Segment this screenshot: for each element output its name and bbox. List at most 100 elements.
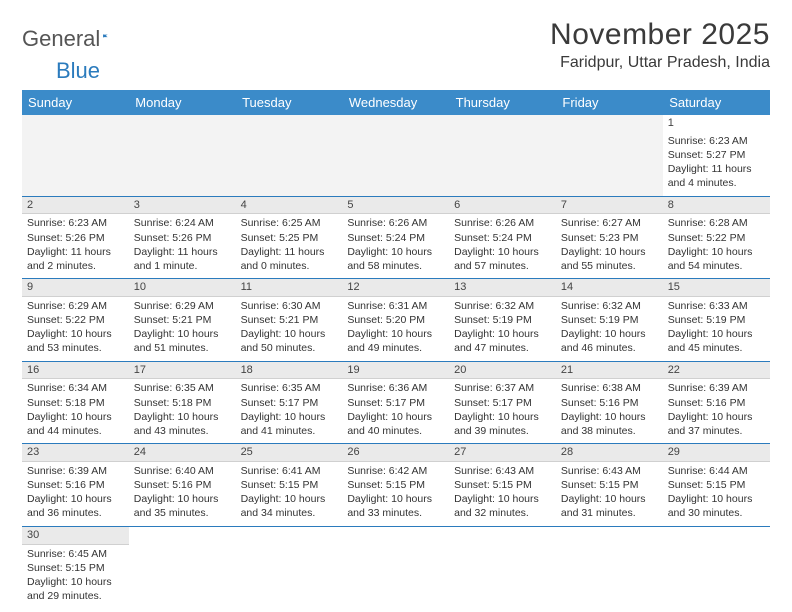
calendar-day-cell: 1Sunrise: 6:23 AMSunset: 5:27 PMDaylight… [663,115,770,196]
sunset-line: Sunset: 5:19 PM [668,313,765,327]
sunrise-line: Sunrise: 6:27 AM [561,216,658,230]
sunset-line: Sunset: 5:21 PM [134,313,231,327]
daylight-line: Daylight: 10 hours and 58 minutes. [347,245,444,273]
daylight-line: Daylight: 10 hours and 57 minutes. [454,245,551,273]
calendar-day-cell [449,526,556,608]
daylight-line: Daylight: 10 hours and 37 minutes. [668,410,765,438]
sunset-line: Sunset: 5:17 PM [347,396,444,410]
sunset-line: Sunset: 5:15 PM [27,561,124,575]
calendar-week-row: 1Sunrise: 6:23 AMSunset: 5:27 PMDaylight… [22,115,770,196]
calendar-day-cell: 15Sunrise: 6:33 AMSunset: 5:19 PMDayligh… [663,279,770,362]
daylight-line: Daylight: 10 hours and 38 minutes. [561,410,658,438]
daylight-line: Daylight: 10 hours and 49 minutes. [347,327,444,355]
calendar-day-cell: 19Sunrise: 6:36 AMSunset: 5:17 PMDayligh… [342,361,449,444]
weekday-header: Friday [556,90,663,115]
daylight-line: Daylight: 11 hours and 0 minutes. [241,245,338,273]
weekday-header: Monday [129,90,236,115]
calendar-week-row: 23Sunrise: 6:39 AMSunset: 5:16 PMDayligh… [22,444,770,527]
sunrise-line: Sunrise: 6:33 AM [668,299,765,313]
sunrise-line: Sunrise: 6:30 AM [241,299,338,313]
day-number: 26 [342,444,449,462]
day-number: 16 [22,362,129,380]
daylight-line: Daylight: 10 hours and 55 minutes. [561,245,658,273]
sunrise-line: Sunrise: 6:26 AM [454,216,551,230]
sunrise-line: Sunrise: 6:29 AM [134,299,231,313]
calendar-week-row: 30 Sunrise: 6:45 AMSunset: 5:15 PMDayligh… [22,526,770,608]
sunrise-line: Sunrise: 6:35 AM [134,381,231,395]
sunset-line: Sunset: 5:19 PM [561,313,658,327]
calendar-day-cell [236,526,343,608]
day-number: 23 [22,444,129,462]
calendar-week-row: 9Sunrise: 6:29 AMSunset: 5:22 PMDaylight… [22,279,770,362]
sunset-line: Sunset: 5:24 PM [347,231,444,245]
sunset-line: Sunset: 5:18 PM [27,396,124,410]
calendar-day-cell: 21Sunrise: 6:38 AMSunset: 5:16 PMDayligh… [556,361,663,444]
sunset-line: Sunset: 5:16 PM [27,478,124,492]
calendar-day-cell: 27Sunrise: 6:43 AMSunset: 5:15 PMDayligh… [449,444,556,527]
day-number: 24 [129,444,236,462]
day-number: 3 [129,197,236,215]
logo: General [22,18,129,52]
daylight-line: Daylight: 10 hours and 51 minutes. [134,327,231,355]
daylight-line: Daylight: 10 hours and 30 minutes. [668,492,765,520]
day-number: 25 [236,444,343,462]
calendar-day-cell: 22Sunrise: 6:39 AMSunset: 5:16 PMDayligh… [663,361,770,444]
calendar-day-cell: 7Sunrise: 6:27 AMSunset: 5:23 PMDaylight… [556,196,663,279]
sunrise-line: Sunrise: 6:31 AM [347,299,444,313]
day-number: 7 [556,197,663,215]
day-number: 4 [236,197,343,215]
day-number: 22 [663,362,770,380]
sunrise-line: Sunrise: 6:38 AM [561,381,658,395]
calendar-day-cell: 2Sunrise: 6:23 AMSunset: 5:26 PMDaylight… [22,196,129,279]
calendar-day-cell [556,115,663,196]
sunset-line: Sunset: 5:16 PM [561,396,658,410]
sunset-line: Sunset: 5:22 PM [27,313,124,327]
daylight-line: Daylight: 10 hours and 50 minutes. [241,327,338,355]
calendar-day-cell: 12 Sunrise: 6:31 AMSunset: 5:20 PMDayligh… [342,279,449,362]
day-number: 21 [556,362,663,380]
daylight-line: Daylight: 10 hours and 29 minutes. [27,575,124,603]
day-number: 14 [556,279,663,297]
sunrise-line: Sunrise: 6:44 AM [668,464,765,478]
day-number: 13 [449,279,556,297]
calendar-day-cell [663,526,770,608]
day-number: 6 [449,197,556,215]
logo-text-blue: Blue [56,58,100,84]
weekday-header: Wednesday [342,90,449,115]
sunrise-line: Sunrise: 6:32 AM [561,299,658,313]
calendar-day-cell: 18Sunrise: 6:35 AMSunset: 5:17 PMDayligh… [236,361,343,444]
title-block: November 2025 Faridpur, Uttar Pradesh, I… [550,18,770,72]
day-number: 11 [236,279,343,297]
sunset-line: Sunset: 5:17 PM [241,396,338,410]
day-number: 30 [22,527,129,545]
weekday-header: Saturday [663,90,770,115]
sunrise-line: Sunrise: 6:39 AM [27,464,124,478]
daylight-line: Daylight: 10 hours and 34 minutes. [241,492,338,520]
sunrise-line: Sunrise: 6:35 AM [241,381,338,395]
sunset-line: Sunset: 5:15 PM [347,478,444,492]
calendar-day-cell: 3Sunrise: 6:24 AMSunset: 5:26 PMDaylight… [129,196,236,279]
calendar-day-cell: 5Sunrise: 6:26 AMSunset: 5:24 PMDaylight… [342,196,449,279]
sunset-line: Sunset: 5:15 PM [561,478,658,492]
calendar-day-cell: 17Sunrise: 6:35 AMSunset: 5:18 PMDayligh… [129,361,236,444]
logo-flag-icon [103,27,108,45]
daylight-line: Daylight: 10 hours and 33 minutes. [347,492,444,520]
calendar-day-cell: 16Sunrise: 6:34 AMSunset: 5:18 PMDayligh… [22,361,129,444]
calendar-table: Sunday Monday Tuesday Wednesday Thursday… [22,90,770,608]
calendar-day-cell: 8Sunrise: 6:28 AMSunset: 5:22 PMDaylight… [663,196,770,279]
day-number: 1 [663,115,770,132]
calendar-week-row: 16Sunrise: 6:34 AMSunset: 5:18 PMDayligh… [22,361,770,444]
sunrise-line: Sunrise: 6:25 AM [241,216,338,230]
daylight-line: Daylight: 10 hours and 44 minutes. [27,410,124,438]
location: Faridpur, Uttar Pradesh, India [550,54,770,72]
sunset-line: Sunset: 5:20 PM [347,313,444,327]
sunrise-line: Sunrise: 6:28 AM [668,216,765,230]
calendar-day-cell: 24Sunrise: 6:40 AMSunset: 5:16 PMDayligh… [129,444,236,527]
sunrise-line: Sunrise: 6:45 AM [27,547,124,561]
sunset-line: Sunset: 5:27 PM [668,148,765,162]
calendar-day-cell: 4Sunrise: 6:25 AMSunset: 5:25 PMDaylight… [236,196,343,279]
daylight-line: Daylight: 10 hours and 36 minutes. [27,492,124,520]
day-number: 12 [342,279,449,297]
sunset-line: Sunset: 5:26 PM [134,231,231,245]
month-title: November 2025 [550,18,770,52]
